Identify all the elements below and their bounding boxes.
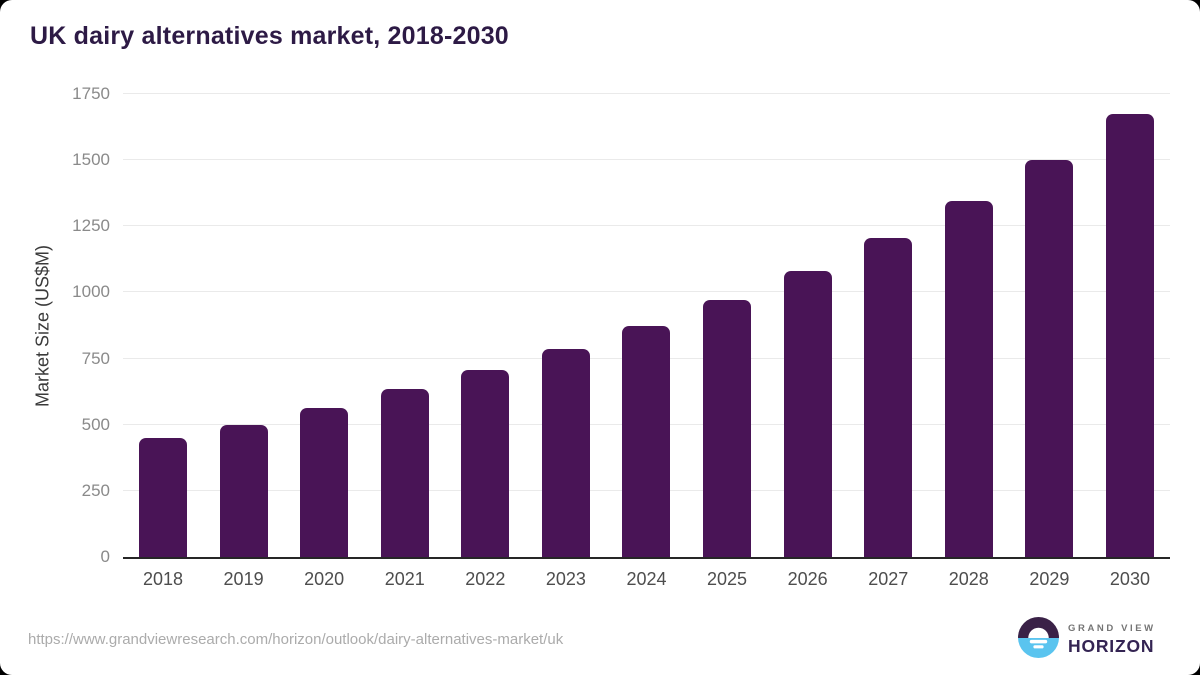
x-tick-label-2026: 2026 [787,569,828,589]
x-tick-label-2027: 2027 [868,569,909,589]
y-tick-label-0: 0 [100,547,110,566]
logo-brand-text: HORIZON [1068,636,1155,656]
x-tick-label-2019: 2019 [223,569,264,589]
x-tick-label-2029: 2029 [1029,569,1070,589]
bar-2020 [300,407,349,557]
x-tick-label-2021: 2021 [384,569,425,589]
bar-2023 [541,349,590,557]
gridline-1750 [123,93,1170,94]
bar-2027 [864,238,913,557]
bar-2019 [219,424,268,557]
plot-area: 2018 2019 2020 2021 2022 2023 2024 2025 2026 2027… [123,93,1170,589]
bar-2026 [783,271,832,557]
y-tick-label-750: 750 [81,348,110,368]
logo-tagline-text: GRAND VIEW [1068,623,1156,634]
x-tick-label-2028: 2028 [948,569,989,589]
x-tick-label-2025: 2025 [707,569,748,589]
y-tick-label-250: 250 [81,480,110,500]
y-tick-label-1750: 1750 [72,84,110,103]
y-tick-label-500: 500 [81,414,110,434]
y-axis-tick-labels: 0 250 500 750 1000 1250 1500 1750 [48,84,110,566]
chart-title: UK dairy alternatives market, 2018-2030 [30,22,509,50]
horizon-sun-logo-icon [1018,617,1059,663]
gridline-1000 [123,291,1170,293]
bar-2028 [944,201,993,557]
bar-2024 [622,325,671,557]
bar-2029 [1025,160,1074,557]
source-url: https://www.grandviewresearch.com/horizo… [28,631,564,648]
gridline-1250 [123,225,1170,227]
x-tick-label-2024: 2024 [626,569,667,589]
grand-view-horizon-logo: GRAND VIEW HORIZON [1018,617,1156,663]
x-tick-label-2022: 2022 [465,569,506,589]
bar-2022 [461,370,510,557]
bar-2025 [703,300,752,557]
y-tick-label-1500: 1500 [72,150,110,170]
bar-2030 [1105,113,1154,557]
y-tick-label-1250: 1250 [72,216,110,236]
gridline-1500 [123,159,1170,161]
bar-2021 [380,389,429,557]
logo-wordmark: GRAND VIEW HORIZON [1068,623,1156,657]
bar-2018 [139,437,187,557]
x-tick-label-2030: 2030 [1109,569,1150,589]
x-tick-label-2023: 2023 [545,569,586,589]
x-tick-label-2018: 2018 [142,569,184,589]
y-tick-label-1000: 1000 [72,282,110,302]
x-tick-label-2020: 2020 [304,569,345,589]
